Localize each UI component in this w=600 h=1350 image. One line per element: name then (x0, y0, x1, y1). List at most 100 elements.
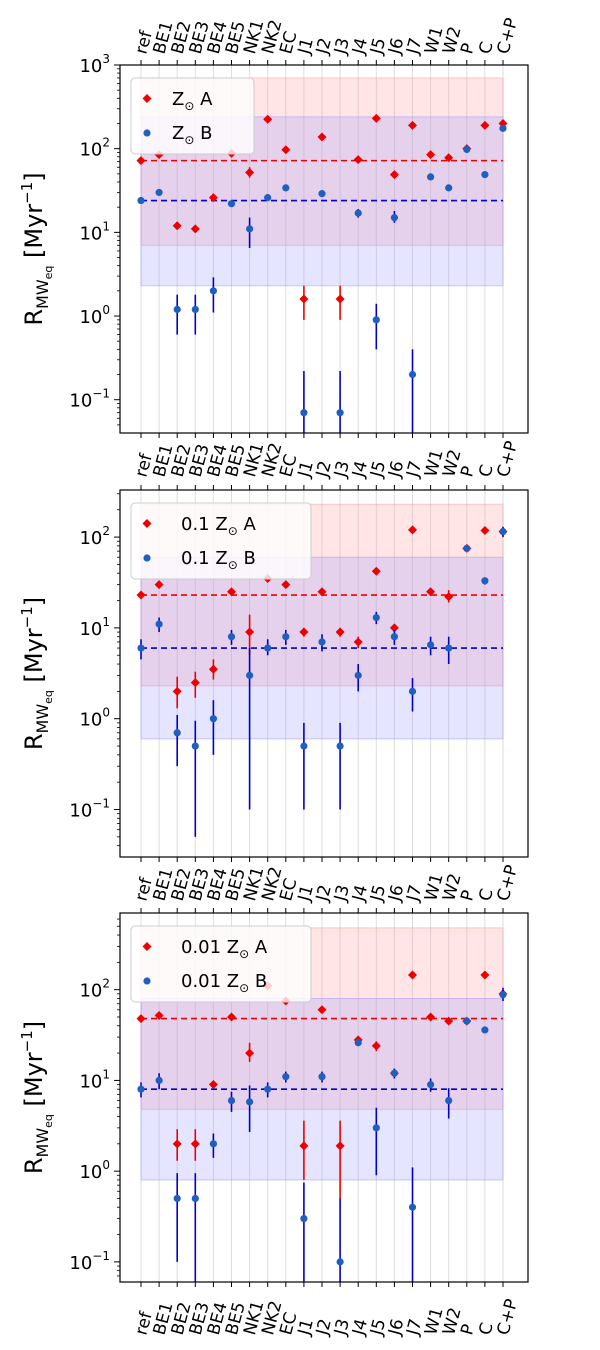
y-label-eq: eq (42, 266, 55, 280)
y-label-mw: MW (33, 1128, 52, 1158)
x-tick-label-bottom-3-11: J3 (330, 1317, 354, 1338)
y-tick-base: 10 (79, 140, 102, 161)
legend-sun-a: ⊙ (184, 99, 194, 113)
x-tick-label-top-0-19: C (475, 40, 497, 57)
y-label-unit: [Myr (20, 628, 48, 682)
legend-label-b: Z⊙ B (172, 123, 212, 147)
y-tick-label-0-2: 101 (79, 219, 110, 244)
y-tick-base: 10 (79, 56, 102, 77)
legend-suffix-b: B (249, 971, 267, 992)
point-b-J1 (300, 742, 308, 750)
x-tick-label-top-0-10: J2 (312, 36, 336, 57)
point-a-J5 (371, 566, 381, 576)
y-tick-label-0-1: 100 (79, 303, 110, 328)
x-tick-label-bottom-2-12: J4 (348, 883, 372, 904)
y-tick-label-2-0: 10−1 (69, 1249, 110, 1274)
point-a-ref (136, 590, 146, 600)
point-a-EC (281, 580, 291, 590)
y-tick-label-0-3: 102 (79, 136, 110, 161)
point-b-C (481, 577, 489, 585)
point-a-W2 (444, 592, 454, 602)
legend-suffix-a: A (238, 514, 257, 535)
point-a-W2 (444, 1016, 454, 1026)
point-b-BE2 (173, 305, 181, 314)
y-label-eq: eq (42, 690, 55, 704)
point-a-J7 (408, 120, 417, 130)
point-b-J1 (300, 1214, 308, 1223)
point-a-ref (136, 1014, 146, 1024)
point-b-BE1 (155, 188, 163, 197)
legend-sun-a: ⊙ (228, 524, 238, 538)
x-tick-label-top-0-11: J3 (330, 36, 354, 57)
x-tick-label-bottom-1-13: J5 (367, 459, 391, 480)
point-a-J7 (408, 525, 417, 535)
x-tick-label-bottom-3-12: J4 (348, 1317, 372, 1338)
legend-marker-b (143, 554, 151, 562)
point-b-J4 (354, 671, 362, 679)
legend-z-b: Z (172, 123, 184, 144)
x-tick-label-bottom-2-19: C (475, 887, 497, 904)
legend-label-a: Z⊙ A (172, 89, 213, 113)
point-b-BE5 (227, 200, 236, 208)
point-b-J7 (408, 370, 417, 379)
point-b-J6 (390, 633, 398, 641)
x-tick-label-bottom-3-15: J7 (403, 1317, 427, 1338)
point-b-J3 (336, 1258, 344, 1266)
y-tick-base: 10 (79, 307, 102, 328)
point-b-W2 (445, 184, 453, 192)
y-label-r: R (20, 309, 48, 326)
point-a-NK1 (245, 627, 255, 637)
point-a-BE3 (190, 224, 200, 234)
point-b-NK2 (264, 1085, 272, 1093)
y-label-space (20, 1106, 48, 1114)
point-a-BE2 (172, 686, 182, 696)
point-b-P (463, 1017, 471, 1025)
point-b-C+P (499, 124, 507, 132)
point-b-J2 (318, 638, 326, 646)
point-b-J5 (372, 1124, 380, 1132)
x-tick-label-bottom-2-9: J1 (294, 883, 318, 904)
y-axis-label-2: RMWeq [Myr−1] (18, 1021, 55, 1174)
point-b-ref (137, 196, 145, 205)
y-tick-label-1-3: 102 (79, 524, 110, 549)
x-tick-label-bottom-3-9: J1 (294, 1317, 318, 1338)
x-tick-label-top-0-14: J6 (385, 36, 409, 57)
x-tick-label-bottom-2-13: J5 (367, 883, 391, 904)
point-b-NK1 (246, 1098, 254, 1106)
point-b-ref (137, 1085, 145, 1093)
x-tick-label-bottom-1-20: C+P (494, 439, 523, 479)
legend-marker-b (143, 977, 151, 985)
legend-sun-b: ⊙ (239, 981, 249, 995)
y-tick-exponent: 1 (102, 1067, 110, 1081)
y-tick-exponent: 2 (102, 136, 110, 150)
point-b-W2 (445, 644, 453, 652)
point-a-J5 (371, 1041, 381, 1051)
y-tick-base: 10 (69, 801, 92, 822)
point-b-J4 (354, 209, 362, 217)
x-tick-label-bottom-3-14: J6 (385, 1317, 409, 1338)
point-a-J6 (389, 623, 399, 633)
x-tick-label-top-0-15: J7 (403, 36, 427, 57)
point-b-W1 (427, 641, 435, 649)
y-axis-label-1: RMWeq [Myr−1] (18, 597, 55, 750)
y-tick-exponent: 2 (102, 524, 110, 538)
legend-suffix-b: B (238, 548, 256, 569)
axes-frame (119, 489, 529, 858)
y-tick-label-2-3: 102 (79, 977, 110, 1002)
point-a-J2 (317, 587, 327, 597)
y-tick-exponent: 0 (102, 1158, 110, 1172)
y-label-close: ] (20, 597, 48, 606)
axes-frame (119, 912, 529, 1283)
legend-z-a: Z (172, 89, 184, 110)
x-tick-label-bottom-3-10: J2 (312, 1317, 336, 1338)
y-tick-base: 10 (79, 1162, 102, 1183)
point-b-ref (137, 644, 145, 652)
point-a-J3 (335, 627, 345, 637)
point-b-J5 (372, 613, 380, 622)
point-a-J7 (408, 970, 417, 980)
point-a-BE4 (208, 1080, 218, 1090)
point-a-J6 (389, 170, 399, 180)
point-b-J2 (318, 190, 326, 198)
x-tick-label-bottom-1-9: J1 (294, 459, 318, 480)
